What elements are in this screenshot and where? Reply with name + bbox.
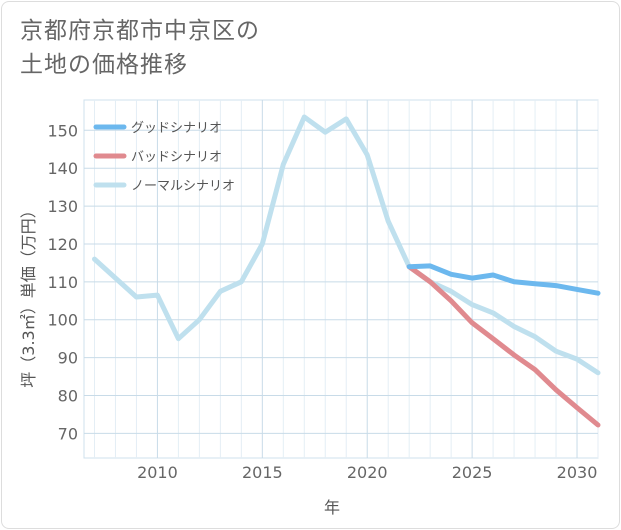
y-tick-label: 70 [58,424,78,443]
y-axis-ticks: 70 80 90 100 110 120 130 140 150 [47,121,78,443]
legend-label: ノーマルシナリオ [131,179,235,194]
series-line-2 [92,114,601,376]
chart-title: 京都府京都市中京区の 土地の価格推移 [20,14,260,82]
x-tick-label: 2010 [137,463,178,482]
legend-label: バッドシナリオ [131,150,222,165]
y-tick-label: 110 [47,273,78,292]
y-tick-label: 120 [47,235,78,254]
x-tick-label: 2025 [452,463,493,482]
x-tick-label: 2015 [242,463,283,482]
y-tick-label: 100 [47,311,78,330]
x-tick-label: 2020 [347,463,388,482]
legend-label: グッドシナリオ [131,121,222,136]
series-lines [92,114,601,428]
y-tick-label: 90 [58,349,78,368]
y-tick-label: 140 [47,159,78,178]
y-tick-label: 150 [47,121,78,140]
series-line-0 [406,263,601,296]
y-tick-label: 80 [58,386,78,405]
chart-title-line2: 土地の価格推移 [20,52,188,78]
chart-title-line1: 京都府京都市中京区の [20,18,260,44]
y-axis-label: 坪（3.3㎡）単価（万円） [19,202,38,387]
x-axis-ticks: 2010 2015 2020 2025 2030 [137,463,597,482]
grid-lines [83,99,599,459]
x-axis-label: 年 [324,498,340,517]
x-tick-label: 2030 [557,463,598,482]
series-line-1 [406,264,601,428]
y-tick-label: 130 [47,197,78,216]
